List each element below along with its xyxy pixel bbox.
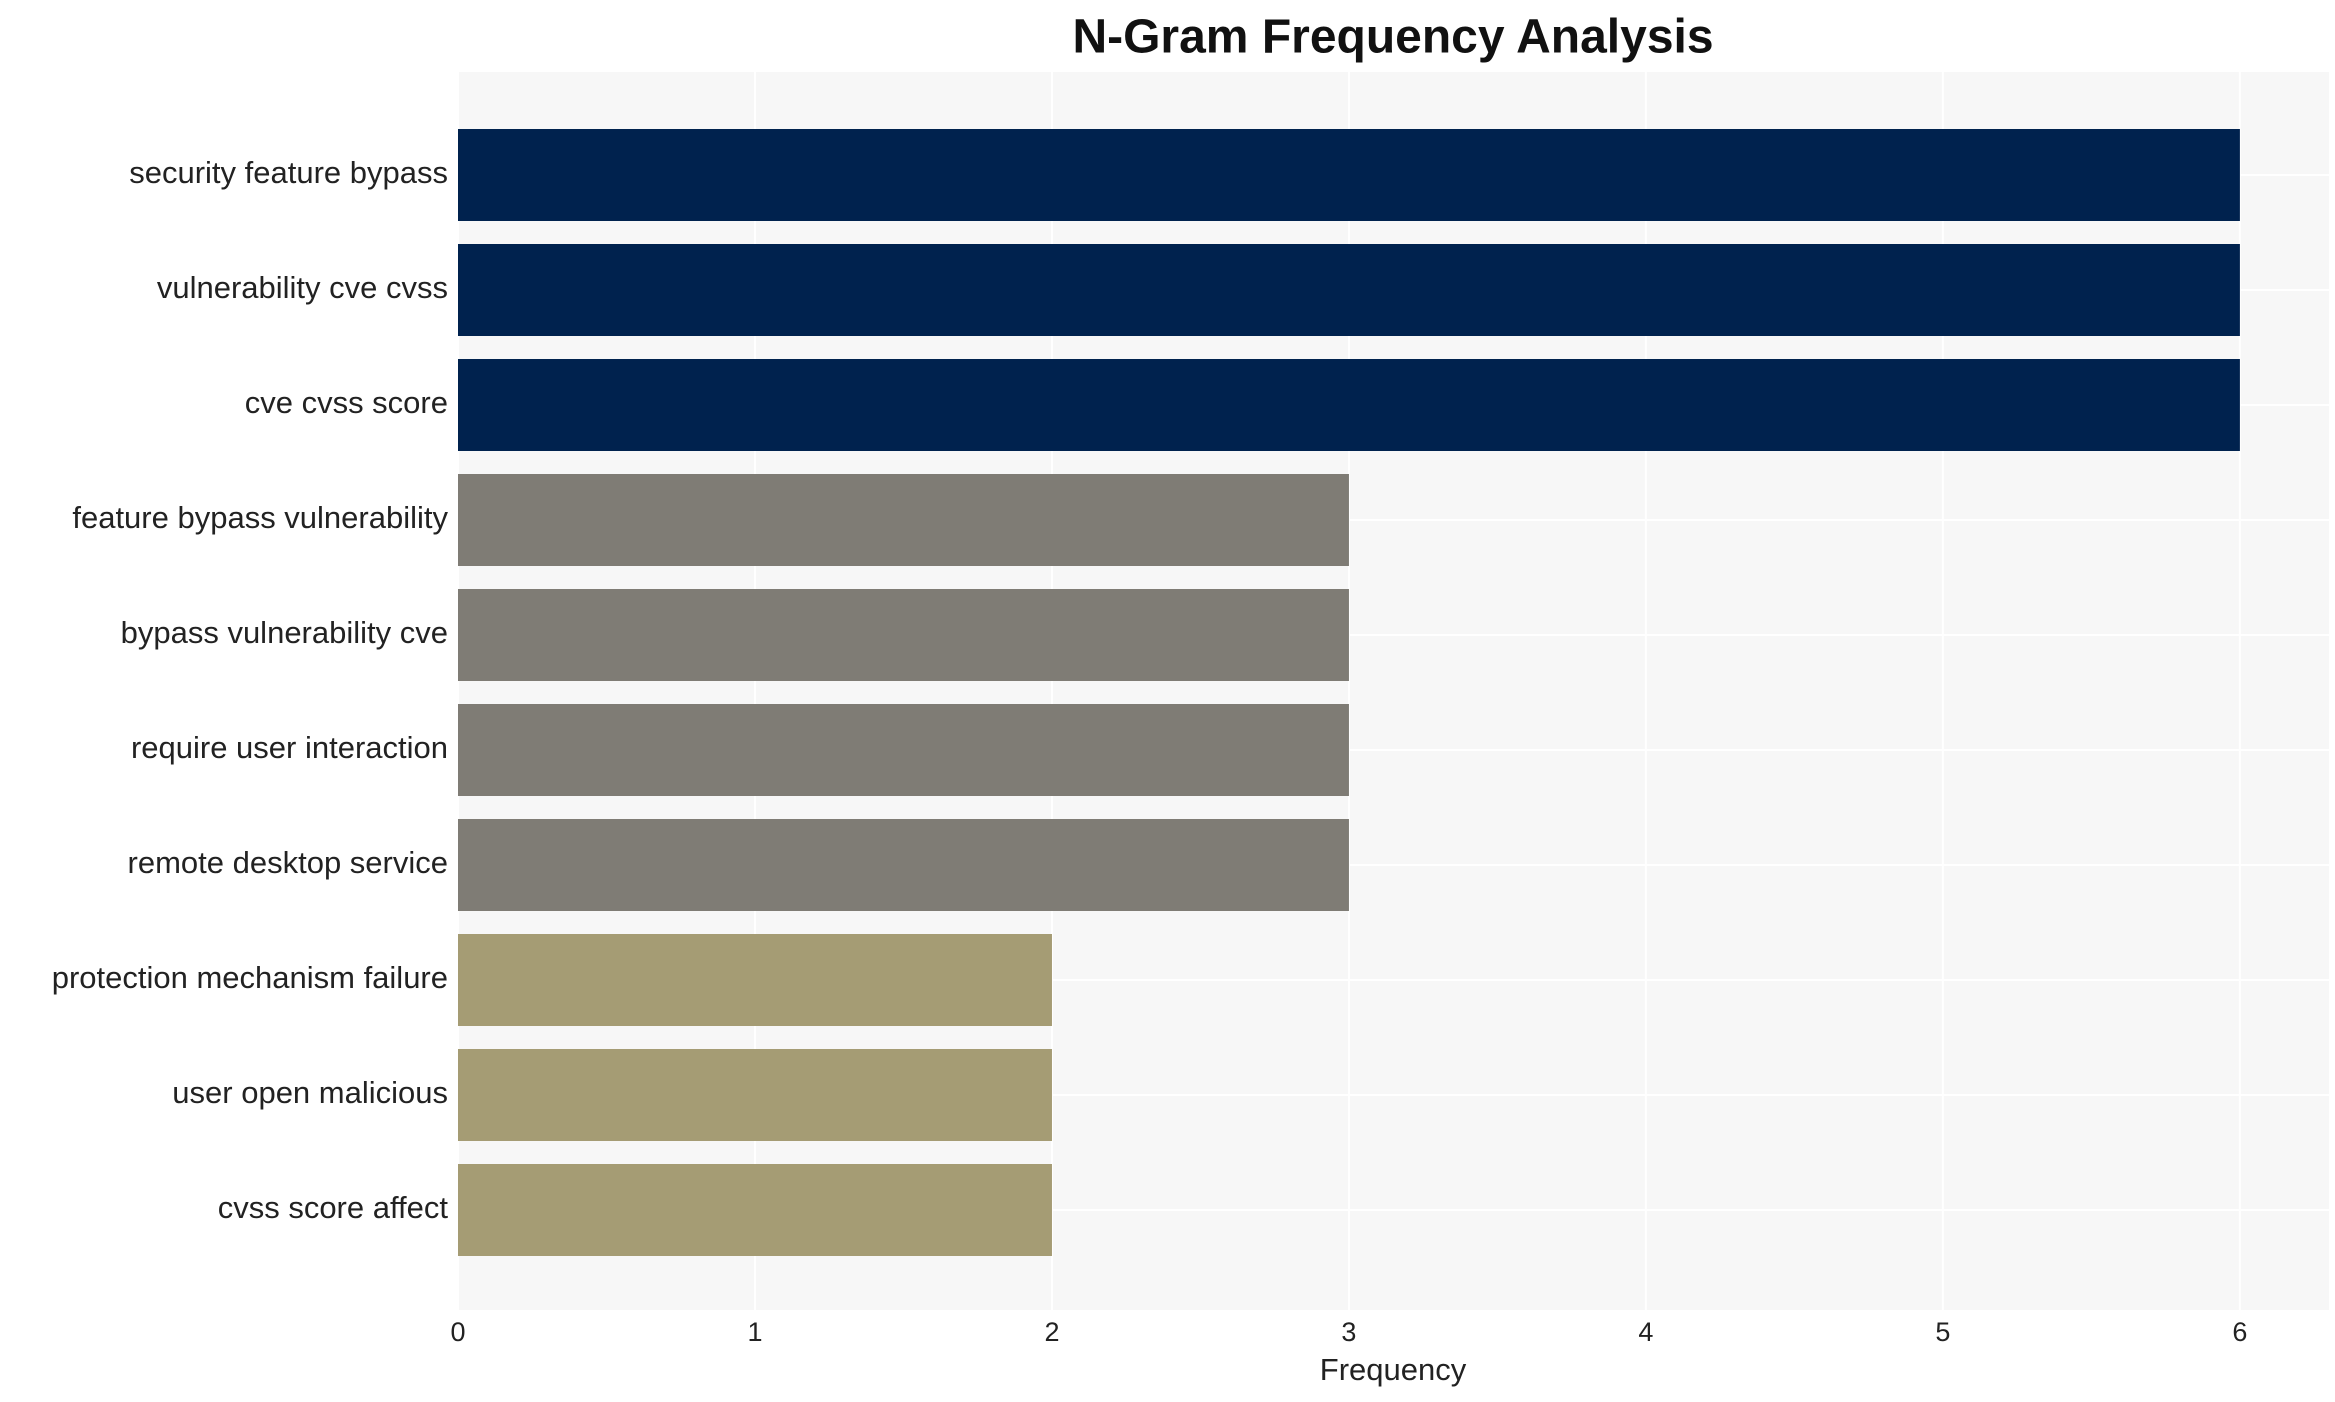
bar bbox=[458, 474, 1349, 566]
x-tick-label: 4 bbox=[1638, 1317, 1653, 1347]
y-tick-label: protection mechanism failure bbox=[52, 960, 448, 995]
bar bbox=[458, 704, 1349, 796]
bar bbox=[458, 359, 2240, 451]
bar bbox=[458, 1164, 1052, 1256]
x-axis-label: Frequency bbox=[1320, 1352, 1467, 1387]
y-tick-label: vulnerability cve cvss bbox=[157, 270, 448, 305]
x-tick-label: 0 bbox=[450, 1317, 465, 1347]
x-tick-label: 3 bbox=[1341, 1317, 1356, 1347]
x-tick-label: 6 bbox=[2232, 1317, 2247, 1347]
y-tick-label: require user interaction bbox=[131, 730, 448, 765]
y-tick-label: user open malicious bbox=[172, 1075, 448, 1110]
y-tick-label: feature bypass vulnerability bbox=[72, 500, 448, 535]
x-tick-label: 2 bbox=[1044, 1317, 1059, 1347]
bar bbox=[458, 129, 2240, 221]
bar bbox=[458, 934, 1052, 1026]
bar bbox=[458, 589, 1349, 681]
bar bbox=[458, 819, 1349, 911]
y-tick-label: cvss score affect bbox=[218, 1190, 449, 1225]
y-tick-label: cve cvss score bbox=[245, 385, 448, 420]
bar bbox=[458, 244, 2240, 336]
y-tick-label: remote desktop service bbox=[128, 845, 448, 880]
bar bbox=[458, 1049, 1052, 1141]
x-tick-label: 5 bbox=[1935, 1317, 1950, 1347]
y-tick-label: security feature bypass bbox=[129, 155, 448, 190]
y-tick-label: bypass vulnerability cve bbox=[121, 615, 448, 650]
chart-title: N-Gram Frequency Analysis bbox=[1072, 11, 1713, 64]
x-tick-label: 1 bbox=[747, 1317, 762, 1347]
